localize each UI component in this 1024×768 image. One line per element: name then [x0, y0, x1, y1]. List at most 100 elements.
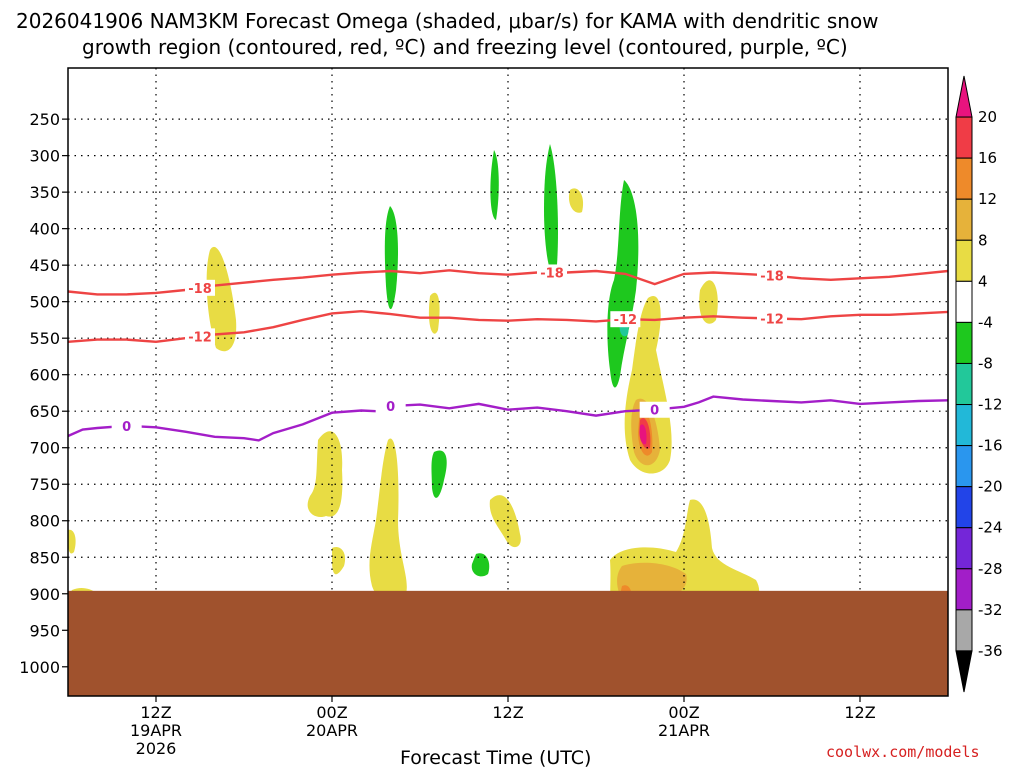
contour-label: 0 [650, 404, 659, 419]
omega-area [307, 431, 343, 518]
colorbar-swatch [955, 116, 973, 159]
colorbar-swatch [955, 609, 973, 652]
omega-area [544, 144, 558, 277]
colorbar-tick-label: 20 [978, 108, 997, 126]
time-tick-label: 12Z [844, 703, 875, 722]
omega-area [607, 180, 639, 388]
pressure-tick-label: 800 [29, 512, 60, 531]
omega-area [369, 438, 407, 603]
colorbar-swatch [955, 568, 973, 611]
omega-area [490, 150, 499, 220]
pressure-axis: 250 300 350 400 450 500 550 600 650 700 750 800 850 9… [19, 110, 68, 677]
colorbar-tick-label: -20 [978, 478, 1003, 496]
contour-label-background [639, 401, 670, 418]
pressure-tick-label: 950 [29, 621, 60, 640]
time-tick-label: 12Z [140, 703, 171, 722]
time-tick-label: 19APR [130, 721, 182, 740]
pressure-tick-label: 550 [29, 329, 60, 348]
chart-title-line-1: 2026041906 NAM3KM Forecast Omega (shaded… [16, 9, 879, 33]
colorbar-tick-label: -28 [978, 560, 1003, 578]
pressure-tick-label: 300 [29, 147, 60, 166]
contour-label: -18 [760, 269, 784, 284]
pressure-tick-label: 750 [29, 475, 60, 494]
omega-area [489, 495, 521, 548]
credit-text: coolwx.com/models [826, 743, 980, 761]
pressure-tick-label: 250 [29, 110, 60, 129]
pressure-tick-label: 650 [29, 402, 60, 421]
omega-area [639, 424, 647, 445]
colorbar-swatch [955, 362, 973, 406]
contour-label: 0 [386, 400, 395, 415]
pressure-tick-label: 350 [29, 183, 60, 202]
colorbar-tick-label: -24 [978, 519, 1003, 537]
time-tick-label: 21APR [658, 721, 710, 740]
colorbar-tick-label: -12 [978, 396, 1003, 414]
colorbar-swatch [955, 404, 973, 447]
contour-label-background [185, 328, 215, 345]
colorbar-tick-label: 12 [978, 190, 997, 208]
omega-area [428, 292, 440, 334]
pressure-tick-label: 600 [29, 366, 60, 385]
colorbar-swatch [955, 198, 973, 241]
contour-label-background [757, 267, 787, 284]
colorbar: 20 16 12 8 4 -4 -8 -12 -16 -20 -24 -28 -32 -36 [955, 75, 1003, 693]
colorbar-tick-label: -36 [978, 642, 1003, 660]
contour-label: -12 [614, 313, 638, 328]
contour-label: -18 [188, 282, 212, 297]
pressure-tick-label: 850 [29, 548, 60, 567]
pressure-tick-label: 400 [29, 220, 60, 239]
contour-label: -18 [540, 266, 564, 281]
temperature-contours: -18 -18 -18 -12 -12 -12 0 0 0 [67, 264, 949, 442]
x-axis-label: Forecast Time (UTC) [400, 747, 591, 768]
contour-line [67, 395, 949, 442]
colorbar-tick-label: -32 [978, 601, 1003, 619]
pressure-tick-label: 500 [29, 293, 60, 312]
omega-area [206, 246, 237, 352]
colorbar-swatch [955, 280, 973, 323]
omega-area [699, 280, 718, 324]
terrain-below-surface [68, 590, 948, 696]
colorbar-swatch [955, 527, 973, 570]
omega-area [568, 188, 584, 213]
colorbar-swatch [955, 239, 973, 282]
contour-label: -12 [188, 330, 212, 345]
colorbar-swatch [955, 321, 973, 364]
time-tick-label: 00Z [668, 703, 699, 722]
omega-area [332, 546, 346, 575]
omega-area [68, 529, 76, 554]
time-tick-label: 2026 [136, 739, 177, 758]
pressure-tick-label: 1000 [19, 658, 60, 677]
colorbar-swatch [955, 75, 973, 118]
pressure-tick-label: 900 [29, 585, 60, 604]
time-tick-label: 00Z [316, 703, 347, 722]
time-tick-label: 12Z [492, 703, 523, 722]
time-tick-label: 20APR [306, 721, 358, 740]
colorbar-swatch [955, 486, 973, 529]
contour-label-background [375, 398, 406, 415]
contour-label-background [537, 264, 567, 281]
contour-label-background [757, 310, 787, 327]
colorbar-swatch [955, 650, 973, 693]
pressure-tick-label: 450 [29, 256, 60, 275]
colorbar-tick-label: 4 [978, 272, 988, 290]
omega-area [384, 206, 398, 310]
contour-label-background [610, 311, 641, 328]
contour-label: -12 [760, 312, 784, 327]
colorbar-tick-label: 8 [978, 231, 988, 249]
colorbar-tick-label: 16 [978, 149, 997, 167]
omega-area [471, 553, 490, 577]
contour-label-background [185, 279, 215, 296]
chart-title-line-2: growth region (contoured, red, ºC) and f… [82, 35, 848, 59]
colorbar-swatch [955, 157, 973, 200]
contour-label: 0 [122, 420, 131, 435]
colorbar-swatch [955, 445, 973, 488]
time-gridlines [155, 68, 861, 696]
colorbar-tick-label: -16 [978, 437, 1003, 455]
colorbar-tick-label: -4 [978, 313, 993, 331]
pressure-tick-label: 700 [29, 439, 60, 458]
contour-label-background [111, 417, 142, 434]
plot-area: -18 -18 -18 -12 -12 -12 0 0 0 [67, 67, 949, 697]
omega-area [431, 450, 447, 498]
